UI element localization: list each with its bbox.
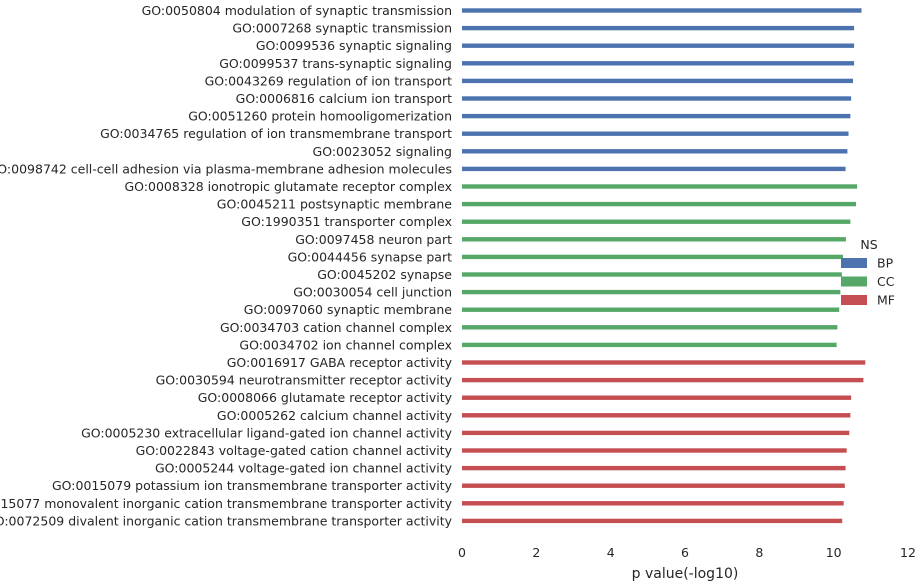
x-tick-label: 4 [607,545,615,560]
y-tick-label: GO:0006816 calcium ion transport [236,91,452,106]
bars-group [462,8,866,524]
bar-cc [462,201,856,207]
bar-bp [462,25,855,31]
y-tick-label: GO:0098742 cell-cell adhesion via plasma… [0,161,452,176]
y-tick-label: GO:0034703 cation channel complex [220,320,452,335]
bar-bp [462,96,852,101]
y-tick-label: GO:0022843 voltage-gated cation channel … [136,443,453,458]
x-tick-label: 10 [826,545,842,560]
bar-mf [462,448,847,453]
legend-label-mf: MF [877,293,895,308]
y-tick-label: GO:0015079 potassium ion transmembrane t… [52,478,453,493]
y-tick-label: GO:0005244 voltage-gated ion channel act… [155,461,453,476]
x-tick-label: 2 [532,545,540,560]
bar-cc [462,237,846,242]
y-tick-label: GO:0045211 postsynaptic membrane [217,197,453,212]
y-tick-label: GO:0030594 neurotransmitter receptor act… [156,373,453,388]
bar-bp [462,149,848,154]
bar-cc [462,272,842,277]
bar-mf [462,430,850,436]
bar-cc [462,307,840,312]
y-tick-label: GO:0043269 regulation of ion transport [205,73,453,88]
y-tick-label: GO:0051260 protein homooligomerization [188,109,452,124]
x-tick-labels: 0 2 4 6 8 10 12 [458,545,916,560]
bar-cc [462,342,837,348]
legend-swatch-cc [841,276,867,287]
bar-bp [462,131,849,136]
x-tick-label: 8 [755,545,763,560]
y-tick-label: GO:0097060 synaptic membrane [244,302,453,317]
bar-bp [462,61,855,66]
y-tick-label: GO:0072509 divalent inorganic cation tra… [0,513,453,528]
legend-label-cc: CC [877,274,895,289]
bar-bp [462,8,862,13]
y-tick-label: GO:0008066 glutamate receptor activity [198,390,453,405]
y-tick-label: GO:0030054 cell junction [293,285,452,300]
y-tick-label: GO:0034765 regulation of ion transmembra… [100,126,452,141]
bar-mf [462,413,851,418]
bar-mf [462,395,852,400]
y-tick-labels: GO:0050804 modulation of synaptic transm… [0,3,453,528]
y-tick-label: GO:0023052 signaling [313,144,452,159]
legend-swatch-mf [841,295,867,305]
y-tick-label: GO:0008328 ionotropic glutamate receptor… [125,179,453,194]
bar-bp [462,43,855,48]
y-tick-label: GO:0005230 extracellular ligand-gated io… [81,425,453,440]
y-tick-label: GO:0097458 neuron part [295,232,452,247]
x-tick-label: 0 [458,545,466,560]
y-tick-label: GO:0016917 GABA receptor activity [227,355,453,370]
legend-swatch-bp [841,258,867,268]
y-tick-label: GO:0099537 trans-synaptic signaling [219,56,452,71]
legend-label-bp: BP [877,256,894,271]
bar-mf [462,360,866,365]
y-tick-label: GO:0034702 ion channel complex [239,337,452,352]
bar-mf [462,465,846,471]
bar-cc [462,325,838,330]
bar-mf [462,501,844,506]
y-tick-label: GO:0050804 modulation of synaptic transm… [142,3,452,18]
legend: NS BP CC MF [841,237,895,308]
y-tick-label: GO:0005262 calcium channel activity [217,408,453,423]
y-tick-label: GO:0044456 synapse part [288,249,452,264]
x-tick-label: 6 [681,545,689,560]
bar-bp [462,166,846,172]
bar-bp [462,113,851,119]
legend-title: NS [860,237,877,252]
y-tick-label: GO:0099536 synaptic signaling [256,38,452,53]
bar-bp [462,78,853,84]
bar-cc [462,184,858,189]
bar-cc [462,219,851,224]
x-axis-label: p value(-log10) [632,566,739,582]
bar-mf [462,483,845,488]
bar-cc [462,254,843,260]
bar-mf [462,518,843,524]
y-tick-label: GO:0007268 synaptic transmission [232,21,452,36]
bar-mf [462,377,864,383]
bar-cc [462,289,841,295]
y-tick-label: GO:1990351 transporter complex [241,214,452,229]
y-tick-label: GO:0045202 synapse [317,267,452,282]
y-tick-label: GO:0015077 monovalent inorganic cation t… [0,496,453,511]
x-tick-label: 12 [900,545,916,560]
